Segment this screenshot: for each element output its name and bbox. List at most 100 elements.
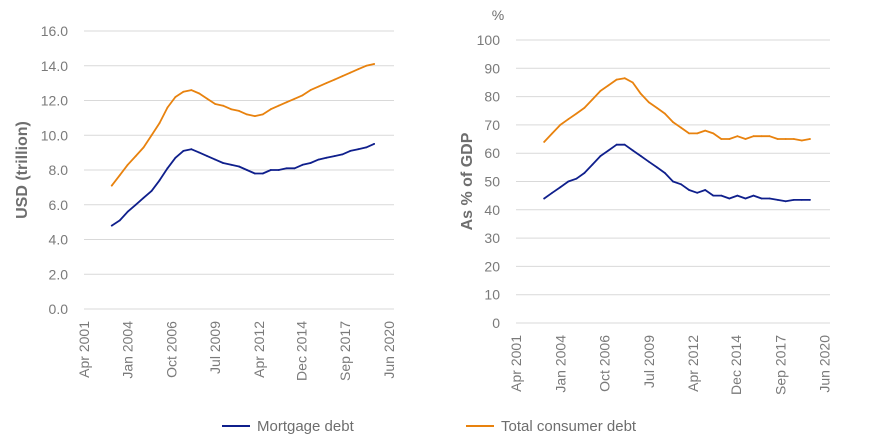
x-tick-label-apr-2001: Apr 2001 bbox=[508, 335, 524, 392]
data-point-total-consumer-debt bbox=[254, 115, 256, 117]
data-point-mortgage-debt bbox=[317, 158, 320, 161]
data-point-total-consumer-debt bbox=[166, 106, 169, 109]
x-tick-label-jul-2009: Jul 2009 bbox=[641, 335, 657, 388]
data-point-mortgage-debt bbox=[784, 200, 787, 203]
legend-label-mortgage: Mortgage debt bbox=[257, 418, 355, 435]
data-point-total-consumer-debt bbox=[142, 146, 145, 149]
data-point-mortgage-debt bbox=[583, 172, 586, 174]
data-point-mortgage-debt bbox=[277, 169, 280, 171]
data-point-mortgage-debt bbox=[134, 203, 137, 206]
data-point-total-consumer-debt bbox=[567, 118, 570, 121]
data-point-total-consumer-debt bbox=[206, 97, 209, 100]
data-point-total-consumer-debt bbox=[647, 101, 650, 104]
y-axis-title: USD (trillion) bbox=[14, 121, 31, 219]
data-point-mortgage-debt bbox=[142, 196, 145, 199]
data-point-mortgage-debt bbox=[696, 191, 699, 194]
data-point-mortgage-debt bbox=[567, 180, 570, 183]
data-point-total-consumer-debt bbox=[575, 112, 578, 115]
data-point-mortgage-debt bbox=[599, 155, 602, 157]
data-point-mortgage-debt bbox=[222, 162, 225, 164]
data-point-total-consumer-debt bbox=[110, 184, 113, 187]
y-tick-label-0-0: 0.0 bbox=[49, 301, 69, 317]
y-tick-label-80: 80 bbox=[484, 89, 500, 105]
y-tick-label-8-0: 8.0 bbox=[49, 162, 69, 178]
y-tick-label-30: 30 bbox=[484, 230, 500, 246]
data-point-total-consumer-debt bbox=[784, 138, 787, 140]
data-point-total-consumer-debt bbox=[333, 78, 336, 81]
data-point-total-consumer-debt bbox=[269, 108, 272, 111]
data-point-total-consumer-debt bbox=[277, 104, 280, 107]
data-point-mortgage-debt bbox=[647, 160, 650, 163]
data-point-total-consumer-debt bbox=[309, 89, 312, 91]
data-point-total-consumer-debt bbox=[809, 138, 811, 140]
y-tick-label-60: 60 bbox=[484, 145, 500, 161]
data-point-total-consumer-debt bbox=[752, 135, 755, 138]
data-point-mortgage-debt bbox=[664, 172, 666, 174]
data-point-total-consumer-debt bbox=[639, 92, 642, 95]
data-point-mortgage-debt bbox=[728, 197, 731, 200]
data-point-mortgage-debt bbox=[760, 197, 763, 200]
data-point-mortgage-debt bbox=[752, 194, 755, 197]
x-tick-label-apr-2001: Apr 2001 bbox=[76, 321, 92, 378]
data-point-mortgage-debt bbox=[672, 180, 674, 183]
x-tick-label-dec-2014: Dec 2014 bbox=[293, 321, 309, 381]
data-point-total-consumer-debt bbox=[301, 94, 304, 97]
data-point-mortgage-debt bbox=[110, 224, 113, 227]
y-tick-label-10-0: 10.0 bbox=[41, 127, 68, 143]
data-point-total-consumer-debt bbox=[349, 71, 352, 74]
data-point-mortgage-debt bbox=[607, 149, 610, 152]
data-point-total-consumer-debt bbox=[792, 138, 795, 140]
chart-left-usd-trillion: 0.0 2.0 4.0 6.0 8.0 10.0 12.0 14.0 16.0 Apr 2001 J… bbox=[14, 23, 397, 381]
data-point-mortgage-debt bbox=[551, 191, 554, 194]
data-point-total-consumer-debt bbox=[317, 85, 320, 88]
y-tick-label-70: 70 bbox=[484, 117, 500, 133]
x-tick-label-jan-2004: Jan 2004 bbox=[120, 321, 136, 379]
data-point-total-consumer-debt bbox=[365, 64, 368, 67]
data-point-total-consumer-debt bbox=[246, 113, 248, 116]
data-point-mortgage-debt bbox=[269, 169, 272, 171]
data-point-mortgage-debt bbox=[333, 155, 336, 158]
data-point-total-consumer-debt bbox=[631, 81, 634, 84]
data-point-mortgage-debt bbox=[150, 190, 153, 192]
legend-label-total-consumer: Total consumer debt bbox=[501, 418, 637, 435]
y-tick-label-4-0: 4.0 bbox=[49, 232, 69, 248]
y-tick-label-0: 0 bbox=[492, 315, 500, 331]
data-point-total-consumer-debt bbox=[222, 104, 225, 107]
data-point-mortgage-debt bbox=[615, 143, 618, 146]
data-point-mortgage-debt bbox=[238, 165, 240, 168]
data-point-total-consumer-debt bbox=[672, 121, 674, 123]
y-unit-label: % bbox=[492, 7, 504, 23]
x-tick-label-apr-2012: Apr 2012 bbox=[685, 335, 701, 392]
data-point-mortgage-debt bbox=[639, 155, 642, 157]
data-point-mortgage-debt bbox=[293, 167, 296, 170]
data-point-mortgage-debt bbox=[680, 183, 682, 186]
data-point-mortgage-debt bbox=[206, 155, 209, 158]
y-tick-label-40: 40 bbox=[484, 202, 500, 218]
data-point-total-consumer-debt bbox=[373, 63, 375, 65]
data-point-total-consumer-debt bbox=[728, 138, 731, 140]
data-point-total-consumer-debt bbox=[776, 138, 779, 140]
data-point-total-consumer-debt bbox=[800, 139, 803, 142]
data-point-mortgage-debt bbox=[309, 162, 312, 164]
data-point-total-consumer-debt bbox=[712, 132, 715, 135]
data-point-total-consumer-debt bbox=[341, 75, 344, 78]
data-point-total-consumer-debt bbox=[736, 135, 739, 138]
data-point-total-consumer-debt bbox=[293, 97, 296, 100]
data-point-mortgage-debt bbox=[357, 148, 360, 151]
data-point-total-consumer-debt bbox=[768, 135, 771, 138]
data-point-mortgage-debt bbox=[768, 197, 771, 200]
x-tick-label-jul-2009: Jul 2009 bbox=[207, 321, 223, 374]
data-point-mortgage-debt bbox=[126, 210, 129, 213]
data-point-mortgage-debt bbox=[261, 172, 264, 175]
data-point-total-consumer-debt bbox=[583, 107, 586, 109]
data-point-mortgage-debt bbox=[792, 199, 795, 201]
y-tick-label-12-0: 12.0 bbox=[41, 93, 68, 109]
data-point-mortgage-debt bbox=[623, 143, 626, 146]
legend: Mortgage debt Total consumer debt bbox=[222, 418, 637, 435]
data-point-mortgage-debt bbox=[631, 149, 634, 152]
legend-item-total-consumer: Total consumer debt bbox=[466, 418, 637, 435]
data-point-total-consumer-debt bbox=[285, 101, 288, 104]
data-point-total-consumer-debt bbox=[656, 107, 658, 109]
